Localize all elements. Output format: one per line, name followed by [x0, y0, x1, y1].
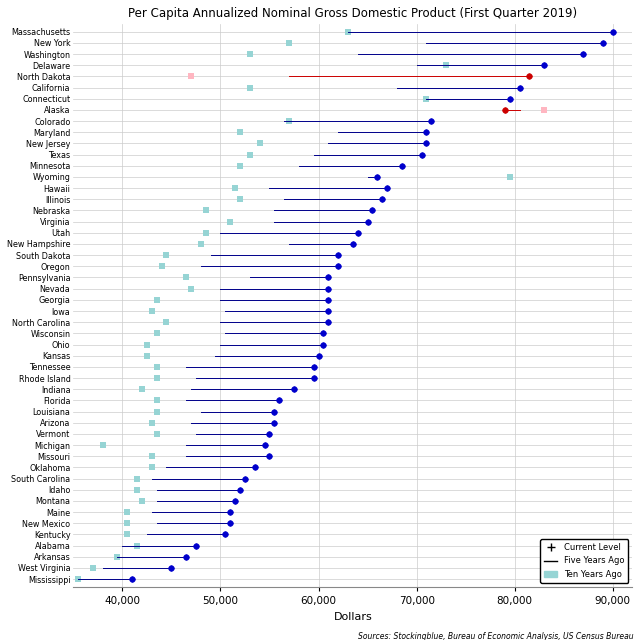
- Legend: Current Level, Five Years Ago, Ten Years Ago: Current Level, Five Years Ago, Ten Years…: [540, 539, 628, 583]
- Title: Per Capita Annualized Nominal Gross Domestic Product (First Quarter 2019): Per Capita Annualized Nominal Gross Dome…: [128, 7, 577, 20]
- Text: Sources: Stockingblue, Bureau of Economic Analysis, US Census Bureau: Sources: Stockingblue, Bureau of Economi…: [358, 632, 634, 640]
- X-axis label: Dollars: Dollars: [333, 612, 372, 621]
